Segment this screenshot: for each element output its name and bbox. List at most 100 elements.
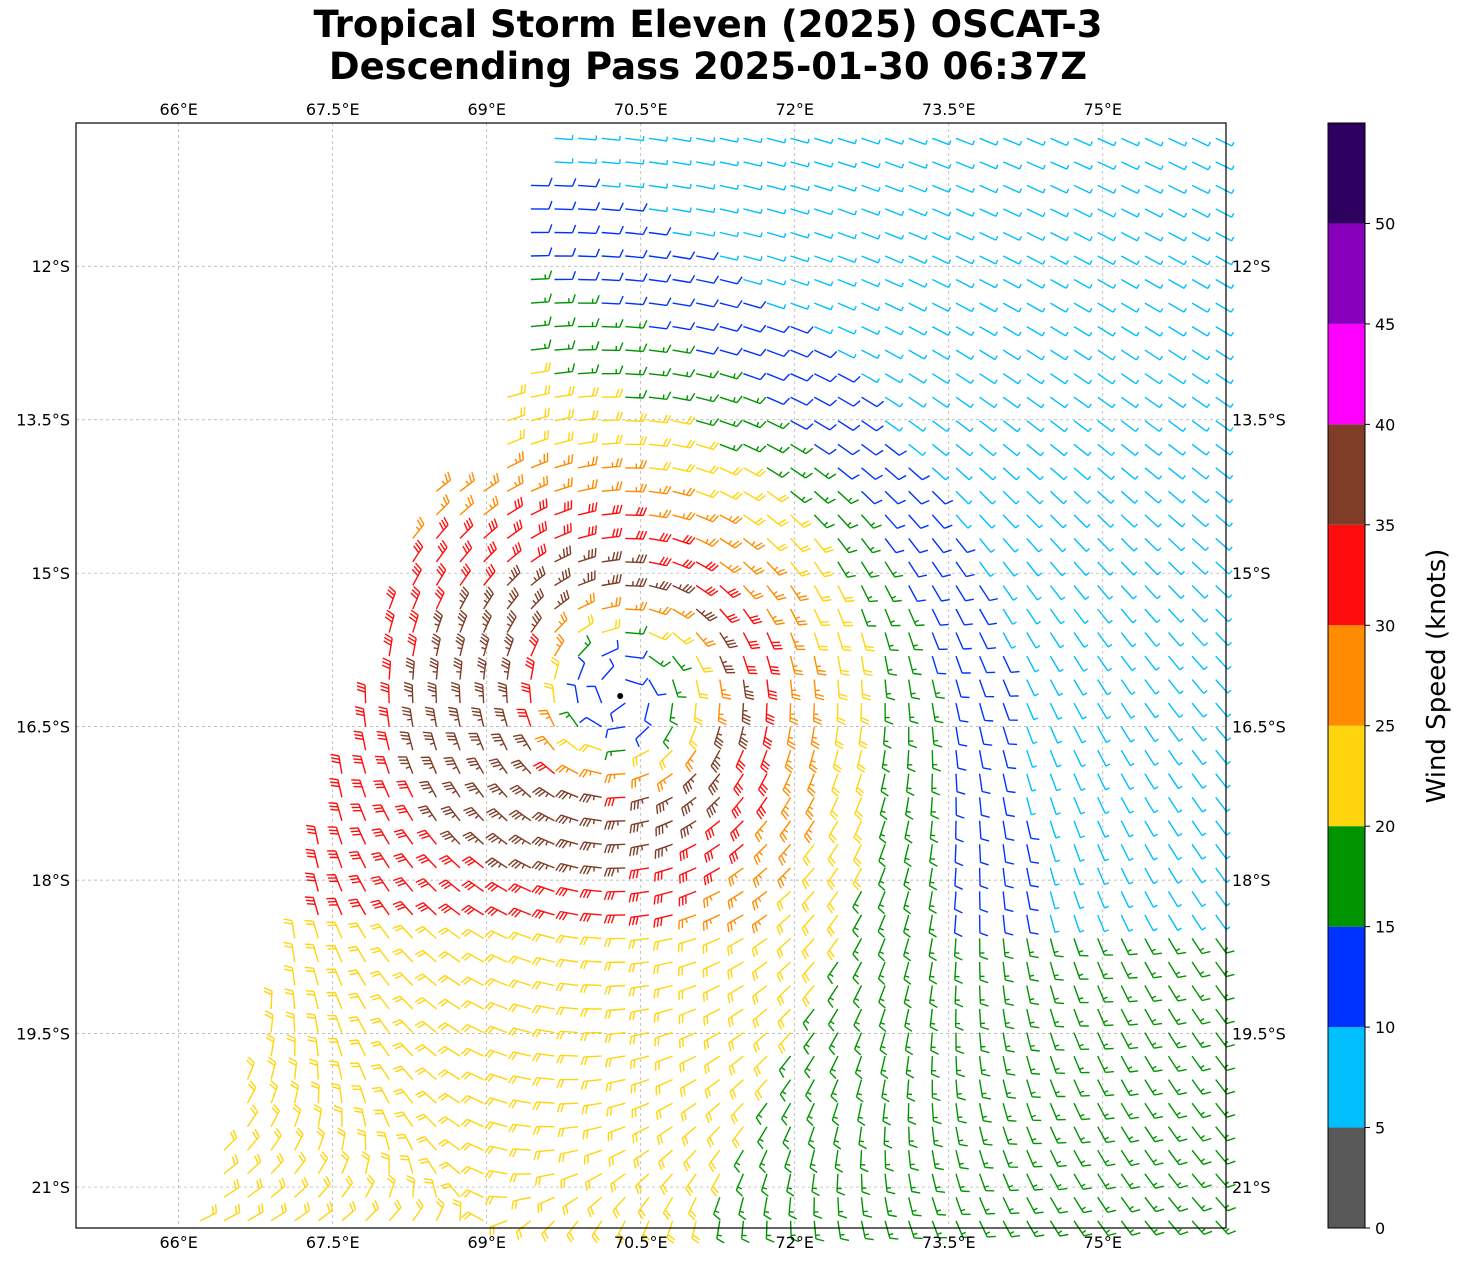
wind-barb — [556, 1102, 579, 1113]
wind-barb — [648, 320, 672, 330]
wind-barb — [558, 1149, 579, 1163]
wind-barb — [905, 797, 914, 820]
wind-barb — [884, 325, 904, 336]
wind-barb — [742, 632, 761, 650]
wind-barb — [729, 820, 744, 842]
wind-barb — [681, 796, 697, 817]
wind-barb — [955, 161, 975, 170]
wind-barb — [906, 750, 916, 773]
wind-barb — [1191, 349, 1211, 361]
wind-barb — [837, 396, 861, 407]
wind-barb — [380, 1152, 390, 1174]
colorbar-bin — [1328, 926, 1365, 1028]
wind-barb — [1167, 679, 1184, 695]
wind-barb — [284, 988, 296, 1010]
wind-barb — [929, 844, 938, 867]
wind-barb — [955, 231, 975, 241]
wind-barb — [414, 1044, 437, 1057]
wind-barb — [648, 679, 667, 696]
wind-barb — [1191, 985, 1211, 1002]
wind-barb — [1097, 1102, 1115, 1120]
wind-barb — [506, 406, 526, 422]
wind-barb — [531, 1004, 555, 1014]
wind-barb — [931, 773, 941, 796]
wind-barb — [954, 867, 963, 890]
lon-tick-label-top: 73.5°E — [922, 100, 976, 119]
wind-barb — [1097, 891, 1109, 909]
wind-barb — [530, 588, 545, 610]
wind-barb — [1097, 773, 1111, 791]
wind-barb — [1215, 490, 1234, 504]
wind-barb — [586, 685, 603, 704]
wind-barb — [490, 733, 508, 751]
wind-barb — [955, 797, 965, 819]
wind-barb — [625, 389, 648, 399]
wind-barb — [1026, 231, 1046, 242]
wind-barb — [837, 561, 856, 578]
wind-barb — [648, 461, 672, 471]
wind-barb — [606, 1102, 626, 1117]
wind-barb — [908, 255, 928, 264]
wind-barb — [308, 1058, 319, 1080]
wind-barb — [349, 1062, 367, 1080]
wind-barb — [508, 834, 532, 845]
wind-barb — [979, 278, 999, 289]
wind-barb — [1191, 914, 1207, 931]
wind-barb — [1049, 985, 1064, 1005]
wind-barb — [283, 965, 296, 986]
wind-barb — [1002, 137, 1023, 146]
wind-barb — [802, 1008, 815, 1031]
wind-barb — [648, 631, 672, 641]
wind-barb — [601, 573, 622, 587]
wind-barb — [381, 657, 392, 680]
wind-barb — [672, 631, 695, 645]
wind-barb — [1144, 467, 1163, 480]
wind-barb — [1097, 208, 1117, 218]
wind-barb — [577, 614, 594, 634]
wind-barb — [884, 302, 904, 312]
wind-barb — [743, 490, 766, 502]
wind-barb — [625, 249, 648, 259]
wind-barb — [625, 601, 648, 611]
wind-barb — [294, 1151, 307, 1175]
wind-barb — [1026, 514, 1043, 529]
wind-barb — [1144, 914, 1158, 932]
wind-barb — [955, 726, 968, 747]
wind-barb — [631, 773, 650, 789]
wind-barb — [766, 514, 789, 527]
wind-barb — [500, 657, 511, 680]
wind-barb — [803, 1032, 815, 1055]
wind-barb — [1168, 208, 1188, 218]
wind-barb — [285, 1011, 296, 1033]
wind-barb — [417, 805, 437, 822]
wind-barb — [601, 550, 623, 563]
wind-barb — [1002, 467, 1021, 481]
wind-barb — [1191, 1008, 1211, 1025]
wind-barb — [1097, 514, 1115, 528]
wind-barb — [555, 764, 579, 775]
wind-barb — [979, 537, 995, 553]
wind-barb — [578, 743, 602, 753]
map-tick-labels: 66°E66°E67.5°E67.5°E69°E69°E70.5°E70.5°E… — [16, 100, 1286, 1252]
wind-barb — [1215, 796, 1231, 813]
wind-barb — [607, 1126, 626, 1142]
wind-barb — [719, 537, 743, 549]
wind-barb — [1191, 490, 1210, 504]
wind-barb — [908, 302, 928, 312]
wind-barb — [1097, 1008, 1114, 1027]
wind-barb — [369, 994, 390, 1010]
wind-barb — [577, 634, 592, 657]
wind-barb — [654, 867, 673, 882]
wind-barb — [1026, 820, 1040, 841]
wind-barb — [628, 937, 649, 950]
wind-barb — [884, 585, 902, 603]
wind-barb — [978, 1126, 993, 1146]
wind-barb — [789, 703, 799, 726]
wind-barb — [305, 872, 319, 892]
wind-barb — [854, 1055, 863, 1080]
wind-barb — [386, 585, 397, 610]
wind-barb — [507, 384, 527, 398]
wind-barb — [853, 1008, 863, 1032]
wind-barb — [632, 1126, 650, 1144]
wind-barb — [695, 584, 719, 597]
